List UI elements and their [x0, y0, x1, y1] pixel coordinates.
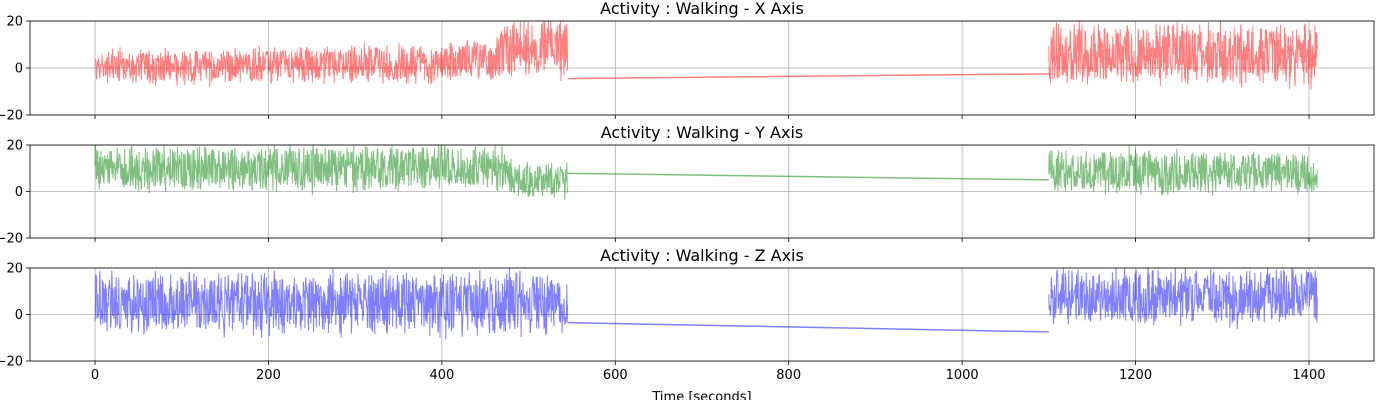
subplot-x-axis: −20 0 20 Activity : Walking - X Axis: [0, 0, 1375, 124]
y-tick-label: 0: [15, 308, 23, 323]
y-tick-label: 20: [6, 262, 23, 277]
x-tick-label: 1400: [1292, 368, 1325, 383]
subplot-title: Activity : Walking - Y Axis: [601, 123, 803, 142]
x-tick-label: 800: [776, 368, 801, 383]
gap-bridge-line: [567, 73, 1049, 80]
gap-bridge-line: [567, 321, 1049, 333]
y-tick-label: −20: [0, 109, 23, 124]
x-tick-label: 400: [429, 368, 454, 383]
y-tick-label: 0: [15, 62, 23, 77]
signal-segment-1: [94, 145, 569, 200]
y-tick-label: 0: [15, 185, 23, 200]
subplot-y-axis: −20 0 20 Activity : Walking - Y Axis: [0, 123, 1375, 247]
subplot-title: Activity : Walking - X Axis: [600, 0, 804, 18]
gap-bridge-line: [567, 172, 1049, 181]
x-tick-label: 1000: [946, 368, 979, 383]
series-traces: [94, 268, 1318, 340]
signal-segment-2: [1048, 145, 1318, 196]
series-traces: [94, 145, 1318, 200]
signal-segment-2: [1048, 268, 1318, 330]
subplot-title: Activity : Walking - Z Axis: [600, 246, 804, 265]
signal-segment-2: [1048, 21, 1318, 90]
y-tick-label: 20: [6, 15, 23, 30]
series-traces: [94, 21, 1318, 90]
y-tick-label: −20: [0, 355, 23, 370]
y-tick-label: 20: [6, 139, 23, 154]
x-tick-label: 200: [256, 368, 281, 383]
x-tick-label: 0: [91, 368, 99, 383]
x-tick-label: 1200: [1119, 368, 1152, 383]
signal-segment-1: [94, 268, 569, 340]
y-tick-label: −20: [0, 232, 23, 247]
x-axis-label: Time [seconds]: [651, 390, 751, 400]
signal-segment-1: [94, 21, 569, 87]
x-tick-label: 600: [603, 368, 628, 383]
